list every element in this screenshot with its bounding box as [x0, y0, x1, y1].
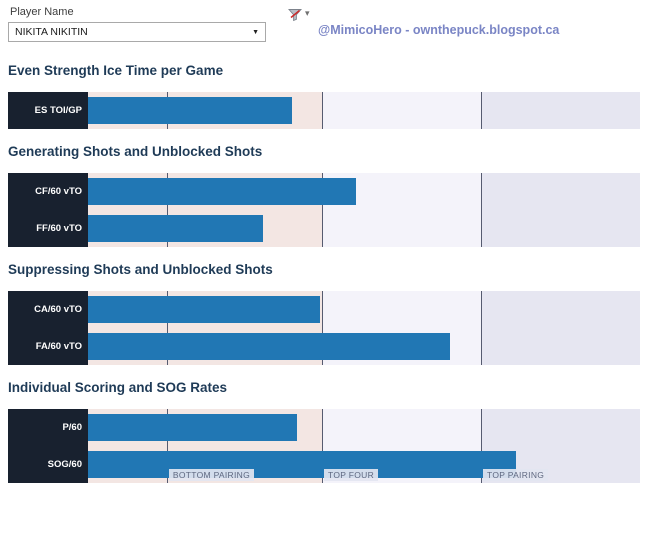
chart-section: Generating Shots and Unblocked Shots CF/… — [8, 143, 640, 247]
bar-row — [88, 409, 640, 446]
bar-sog-60[interactable] — [88, 451, 516, 478]
chart-section: Suppressing Shots and Unblocked Shots CA… — [8, 261, 640, 365]
plot-area: BOTTOM PAIRING TOP FOUR TOP PAIRING — [88, 409, 640, 483]
row-label-column: CA/60 vTO FA/60 vTO — [8, 291, 88, 365]
bar-row — [88, 291, 640, 328]
bar-row — [88, 92, 640, 129]
row-label-column: CF/60 vTO FF/60 vTO — [8, 173, 88, 247]
bar-ca-60-vto[interactable] — [88, 296, 320, 323]
axis-band — [481, 291, 640, 365]
chart-section: Individual Scoring and SOG Rates P/60 SOG… — [8, 379, 640, 483]
axis-gridline — [166, 173, 168, 247]
section-title: Generating Shots and Unblocked Shots — [8, 144, 263, 159]
charts-container: Even Strength Ice Time per Game ES TOI/G… — [0, 62, 646, 483]
row-label: ES TOI/GP — [34, 105, 82, 116]
plot-area — [88, 173, 640, 247]
filter-icon[interactable] — [288, 8, 302, 22]
axis-band-label: BOTTOM PAIRING — [168, 469, 255, 481]
axis-gridline — [481, 291, 483, 365]
row-label: CA/60 vTO — [34, 304, 82, 315]
row-label: FF/60 vTO — [36, 223, 82, 234]
player-filter-label: Player Name — [10, 6, 74, 18]
row-label-column: ES TOI/GP — [8, 92, 88, 129]
player-select-value: NIKITA NIKITIN — [15, 26, 88, 38]
axis-band — [322, 92, 482, 129]
axis-band-label: TOP FOUR — [324, 469, 379, 481]
bar-chart: ES TOI/GP — [8, 92, 640, 129]
filter-bar: Player Name NIKITA NIKITIN ▼ ▾ @MimicoHe… — [0, 0, 646, 48]
bar-p-60[interactable] — [88, 414, 298, 441]
bar-chart: P/60 SOG/60 BOTTOM PAIRING TOP FOUR TOP PAI… — [8, 409, 640, 483]
axis-gridline — [322, 291, 324, 365]
funnel-icon — [288, 9, 302, 22]
bar-row — [88, 173, 640, 210]
chart-section: Even Strength Ice Time per Game ES TOI/G… — [8, 62, 640, 129]
bar-chart: CA/60 vTO FA/60 vTO — [8, 291, 640, 365]
axis-gridline — [322, 173, 324, 247]
attribution-text: @MimicoHero - ownthepuck.blogspot.ca — [318, 23, 560, 37]
section-title: Suppressing Shots and Unblocked Shots — [8, 262, 273, 277]
axis-gridline — [166, 291, 168, 365]
axis-band — [481, 173, 640, 247]
row-label: CF/60 vTO — [35, 186, 82, 197]
axis-gridline — [481, 409, 483, 483]
axis-band — [481, 92, 640, 129]
row-label-column: P/60 SOG/60 — [8, 409, 88, 483]
axis-gridline — [481, 92, 483, 129]
bar-row — [88, 328, 640, 365]
filter-menu-caret-icon[interactable]: ▾ — [305, 8, 310, 18]
section-title: Even Strength Ice Time per Game — [8, 63, 224, 78]
axis-gridline — [322, 92, 324, 129]
axis-band-label: TOP PAIRING — [483, 469, 549, 481]
section-title: Individual Scoring and SOG Rates — [8, 380, 228, 395]
row-label: P/60 — [62, 422, 82, 433]
bar-chart: CF/60 vTO FF/60 vTO — [8, 173, 640, 247]
player-select[interactable]: NIKITA NIKITIN ▼ — [8, 22, 266, 42]
row-label: FA/60 vTO — [35, 341, 82, 352]
bar-cf-60-vto[interactable] — [88, 178, 357, 205]
bar-fa-60-vto[interactable] — [88, 333, 451, 360]
axis-gridline — [481, 173, 483, 247]
bar-row — [88, 210, 640, 247]
chevron-down-icon[interactable]: ▼ — [252, 28, 259, 36]
row-label: SOG/60 — [47, 459, 82, 470]
plot-area — [88, 291, 640, 365]
bar-ff-60-vto[interactable] — [88, 215, 263, 242]
axis-gridline — [322, 409, 324, 483]
bar-row — [88, 446, 640, 483]
plot-area — [88, 92, 640, 129]
bar-es-toi-gp[interactable] — [88, 97, 293, 124]
axis-gridline — [166, 409, 168, 483]
